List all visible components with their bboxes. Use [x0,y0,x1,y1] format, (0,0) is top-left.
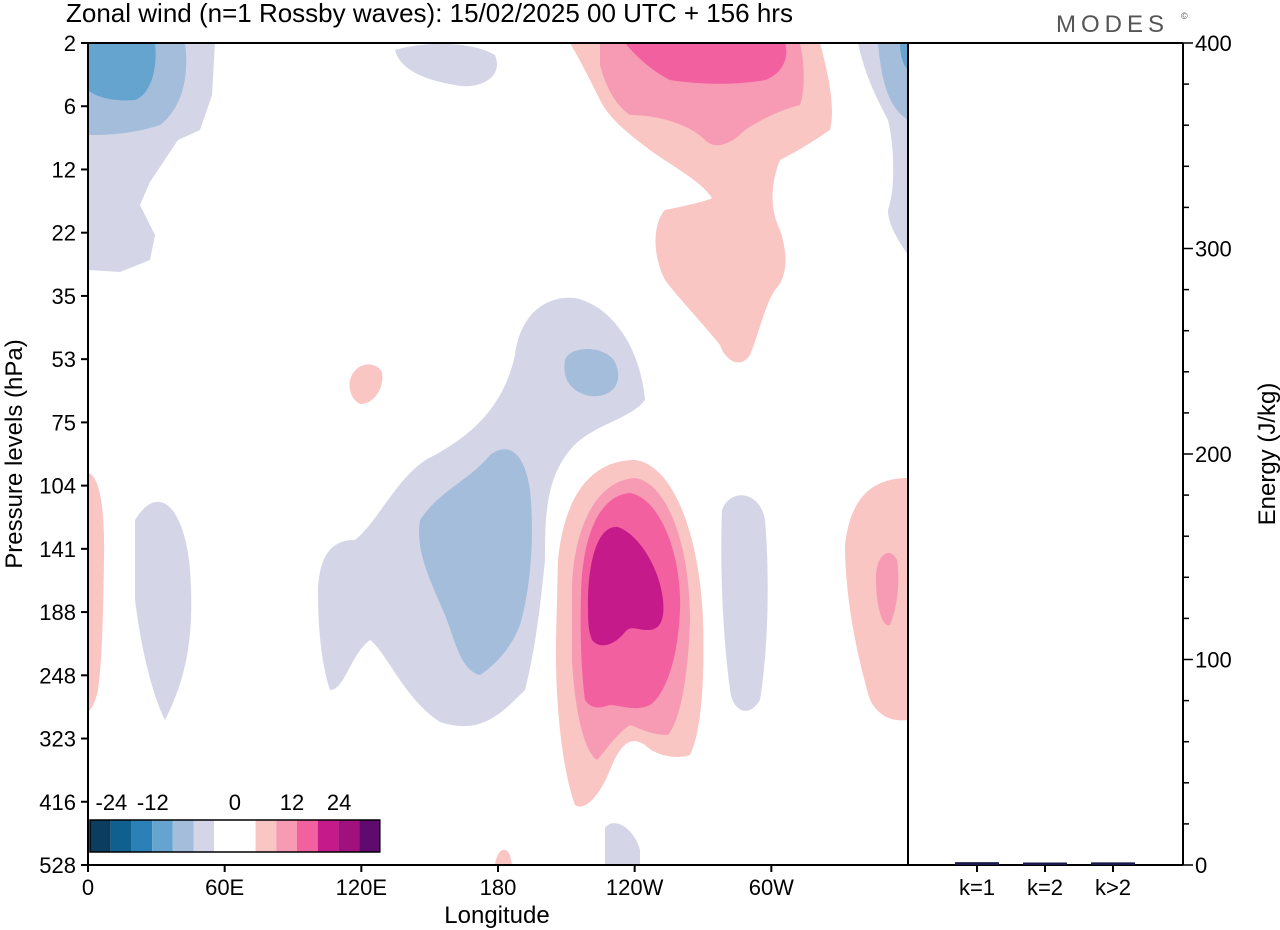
energy-category-label: k=2 [1027,875,1063,900]
brand-mark: © [1181,11,1188,21]
y-tick-label: 22 [52,221,76,246]
y-tick-label: 528 [39,853,76,878]
colorbar-swatch [193,820,215,852]
brand-logo: MODES [1056,11,1169,38]
y-tick-label: 188 [39,600,76,625]
colorbar-swatch [338,820,360,852]
colorbar-swatch [110,820,132,852]
colorbar-swatch [214,820,235,852]
contour-pos4 [495,849,512,865]
energy-category-label: k=1 [959,875,995,900]
y-tick-label: 2 [64,31,76,56]
y-tick-label: 104 [39,474,76,499]
y-axis-ticks: 2 6 12 22 35 53 75 104 141 188 248 323 416 528 [39,31,88,878]
contour-neg12 [88,43,156,101]
contour-pos4 [349,364,383,405]
x-tick-label: 60E [205,875,244,900]
energy-tick-label: 200 [1195,442,1232,467]
colorbar-label: 12 [280,790,304,815]
colorbar-swatch [276,820,297,852]
colorbar-label: -12 [137,790,169,815]
y-axis-label: Pressure levels (hPa) [1,339,28,568]
y-tick-label: 12 [52,157,76,182]
colorbar-swatch [131,820,153,852]
chart-title: Zonal wind (n=1 Rossby waves): 15/02/202… [66,0,793,28]
contour-pos4 [570,43,832,363]
y-tick-label: 141 [39,537,76,562]
y-tick-label: 416 [39,790,76,815]
energy-category-label: k>2 [1095,875,1131,900]
x-tick-label: 120W [606,875,664,900]
colorbar-label: 0 [229,790,241,815]
colorbar-swatch [317,820,339,852]
colorbar-swatch [90,820,111,852]
contour-neg4 [135,501,192,720]
x-axis-label: Longitude [444,902,549,929]
colorbar-swatch [297,820,318,852]
energy-bar [1091,862,1135,865]
contour-neg8 [564,348,619,397]
contour-pos12 [625,43,787,84]
contour-neg8 [878,43,908,120]
contour-neg4 [395,43,497,87]
energy-axis-ticks: 0 100 200 300 400 [1183,31,1232,878]
colorbar-label: 24 [327,790,351,815]
contour-pos4 [88,473,105,712]
energy-axis-label: Energy (J/kg) [1254,383,1280,526]
y-tick-label: 6 [64,94,76,119]
x-tick-label: 60W [749,875,794,900]
colorbar-outline [89,819,381,853]
energy-tick-label: 0 [1195,853,1207,878]
contour-neg12 [900,43,908,70]
contour-pos16 [588,526,664,646]
colorbar-swatch [234,820,256,852]
x-tick-label: 120E [336,875,387,900]
contour-pos4 [845,478,908,721]
colorbar-swatch [152,820,173,852]
energy-bars: k=1 k=2 k>2 [955,862,1135,900]
y-tick-label: 75 [52,410,76,435]
x-tick-label: 180 [480,875,517,900]
y-tick-label: 323 [39,727,76,752]
contour-neg4 [605,823,640,865]
y-tick-label: 248 [39,663,76,688]
x-axis-ticks: 0 60E 120E 180 120W 60W [82,865,794,900]
colorbar-swatch [359,820,380,852]
energy-bar [1023,862,1067,865]
colorbar: -24 -12 0 12 24 [88,790,383,860]
contour-field [88,43,908,865]
y-tick-label: 53 [52,347,76,372]
colorbar-swatch [255,820,277,852]
energy-tick-label: 300 [1195,237,1232,262]
energy-bar [955,862,999,865]
colorbar-swatch [172,820,194,852]
colorbar-label: -24 [96,790,128,815]
energy-tick-label: 100 [1195,648,1232,673]
contour-neg4 [721,495,768,711]
contour-neg8 [419,449,532,675]
contour-pos8 [875,552,899,626]
y-tick-label: 35 [52,284,76,309]
energy-tick-label: 400 [1195,31,1232,56]
x-tick-label: 0 [82,875,94,900]
